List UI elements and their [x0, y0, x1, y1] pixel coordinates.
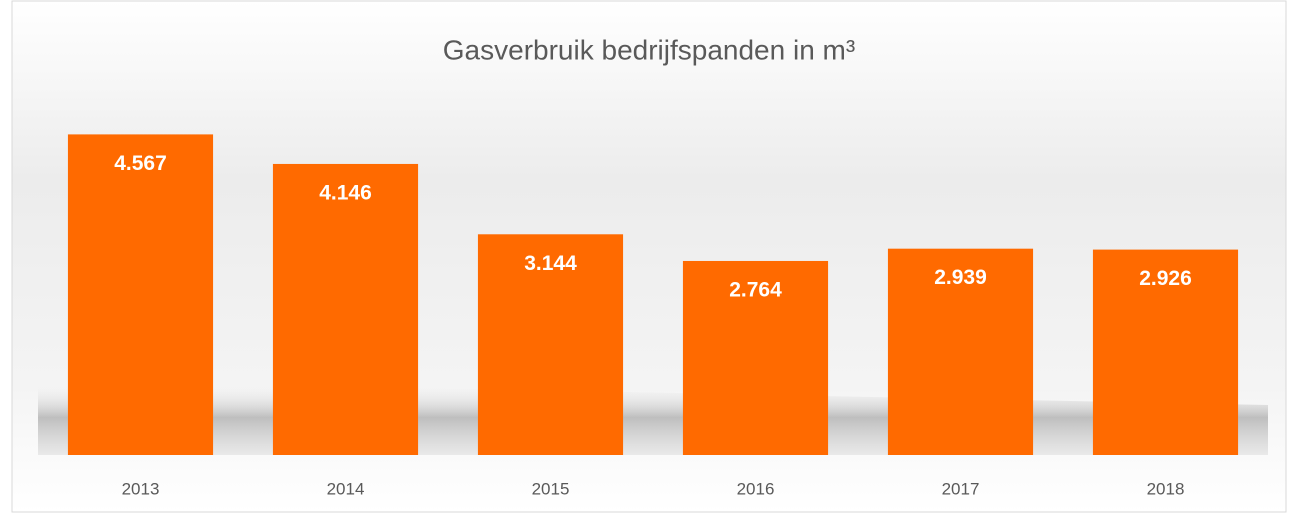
data-label: 2.939	[934, 266, 987, 289]
bar	[272, 163, 419, 455]
data-label: 2.764	[729, 279, 782, 302]
data-label: 4.567	[114, 152, 167, 175]
bar	[477, 234, 624, 455]
bar	[887, 248, 1034, 455]
x-tick-label: 2016	[737, 479, 775, 498]
data-label: 3.144	[524, 252, 577, 275]
bar	[1092, 249, 1239, 455]
bar	[682, 260, 829, 455]
x-tick-label: 2015	[532, 479, 570, 498]
data-label: 4.146	[319, 181, 372, 204]
x-tick-label: 2014	[327, 479, 365, 498]
chart-title: Gasverbruik bedrijfspanden in m³	[443, 34, 855, 65]
x-tick-label: 2018	[1147, 479, 1185, 498]
data-label: 2.926	[1139, 267, 1192, 290]
x-tick-label: 2013	[122, 479, 160, 498]
x-tick-label: 2017	[942, 479, 980, 498]
bar	[67, 134, 214, 455]
